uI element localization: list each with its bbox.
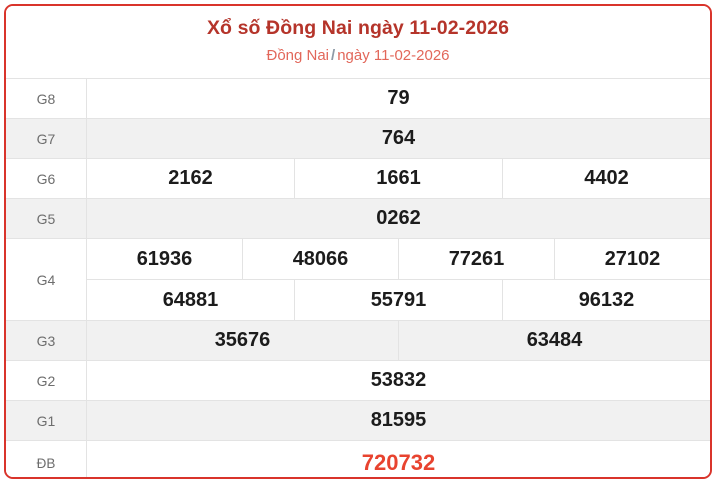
special-prize-number[interactable]: 720732 bbox=[361, 450, 436, 475]
prize-values-line: 720732 bbox=[87, 441, 710, 477]
table-row: G8 79 bbox=[6, 78, 710, 119]
prize-number[interactable]: 1661 bbox=[294, 159, 502, 198]
prize-values-line: 0262 bbox=[87, 199, 710, 238]
breadcrumb-date[interactable]: ngày 11-02-2026 bbox=[337, 47, 450, 64]
table-row: G5 0262 bbox=[6, 198, 710, 239]
table-row: G3 35676 63484 bbox=[6, 320, 710, 361]
prize-label-g4: G4 bbox=[6, 238, 87, 321]
prize-values-line: 64881 55791 96132 bbox=[87, 279, 710, 320]
prize-number[interactable]: 79 bbox=[387, 87, 410, 109]
prize-label-g8: G8 bbox=[6, 78, 87, 119]
prize-number[interactable]: 48066 bbox=[242, 239, 398, 279]
lottery-results-table: G8 79 G7 764 G6 2162 1661 4402 G5 0262 G4 61936 4806… bbox=[6, 78, 710, 477]
prize-values-g4: 61936 48066 77261 27102 64881 55791 96132 bbox=[86, 238, 710, 321]
prize-number[interactable]: 2162 bbox=[168, 167, 213, 189]
table-row: G1 81595 bbox=[6, 400, 710, 441]
prize-number[interactable]: 35676 bbox=[214, 329, 271, 351]
prize-values-line: 35676 63484 bbox=[87, 321, 710, 360]
prize-label-g1: G1 bbox=[6, 400, 87, 441]
prize-values-g8: 79 bbox=[86, 78, 710, 119]
page-title: Xổ số Đồng Nai ngày 11-02-2026 bbox=[206, 17, 510, 39]
prize-number[interactable]: 55791 bbox=[294, 280, 502, 320]
breadcrumb: Đồng Nai / ngày 11-02-2026 bbox=[6, 44, 710, 68]
prize-values-g7: 764 bbox=[86, 118, 710, 159]
prize-label-g6: G6 bbox=[6, 158, 87, 199]
prize-values-line: 61936 48066 77261 27102 bbox=[87, 239, 710, 279]
prize-label-đb: ĐB bbox=[6, 440, 87, 477]
prize-values-g1: 81595 bbox=[86, 400, 710, 441]
breadcrumb-separator: / bbox=[331, 47, 336, 64]
prize-number[interactable]: 63484 bbox=[398, 321, 710, 360]
prize-values-đb: 720732 bbox=[86, 440, 710, 477]
prize-values-line: 2162 1661 4402 bbox=[87, 159, 710, 198]
prize-label-g2: G2 bbox=[6, 360, 87, 401]
lottery-table-body: G8 79 G7 764 G6 2162 1661 4402 G5 0262 G4 61936 4806… bbox=[6, 78, 710, 477]
lottery-result-card: Xổ số Đồng Nai ngày 11-02-2026 Đồng Nai /… bbox=[4, 4, 712, 479]
prize-number[interactable]: 53832 bbox=[370, 369, 427, 391]
prize-label-g3: G3 bbox=[6, 320, 87, 361]
prize-values-g2: 53832 bbox=[86, 360, 710, 401]
prize-number[interactable]: 77261 bbox=[398, 239, 554, 279]
table-row: G7 764 bbox=[6, 118, 710, 159]
prize-values-g3: 35676 63484 bbox=[86, 320, 710, 361]
prize-number[interactable]: 4402 bbox=[502, 159, 710, 198]
prize-values-line: 53832 bbox=[87, 361, 710, 400]
prize-values-g5: 0262 bbox=[86, 198, 710, 239]
prize-values-line: 79 bbox=[87, 79, 710, 118]
breadcrumb-region[interactable]: Đồng Nai bbox=[266, 47, 330, 64]
prize-label-g5: G5 bbox=[6, 198, 87, 239]
prize-number[interactable]: 0262 bbox=[376, 207, 421, 229]
prize-label-g7: G7 bbox=[6, 118, 87, 159]
card-header: Xổ số Đồng Nai ngày 11-02-2026 Đồng Nai /… bbox=[6, 6, 710, 78]
prize-values-g6: 2162 1661 4402 bbox=[86, 158, 710, 199]
table-row: G6 2162 1661 4402 bbox=[6, 158, 710, 199]
prize-number[interactable]: 81595 bbox=[370, 409, 427, 431]
prize-number[interactable]: 27102 bbox=[554, 239, 710, 279]
table-row: G2 53832 bbox=[6, 360, 710, 401]
prize-number[interactable]: 764 bbox=[381, 127, 416, 149]
table-row: ĐB 720732 bbox=[6, 440, 710, 477]
prize-number[interactable]: 61936 bbox=[136, 248, 193, 270]
table-row: G4 61936 48066 77261 27102 64881 55791 96132 bbox=[6, 238, 710, 321]
prize-number[interactable]: 96132 bbox=[502, 280, 710, 320]
prize-values-line: 764 bbox=[87, 119, 710, 158]
prize-number[interactable]: 64881 bbox=[162, 289, 219, 311]
prize-values-line: 81595 bbox=[87, 401, 710, 440]
